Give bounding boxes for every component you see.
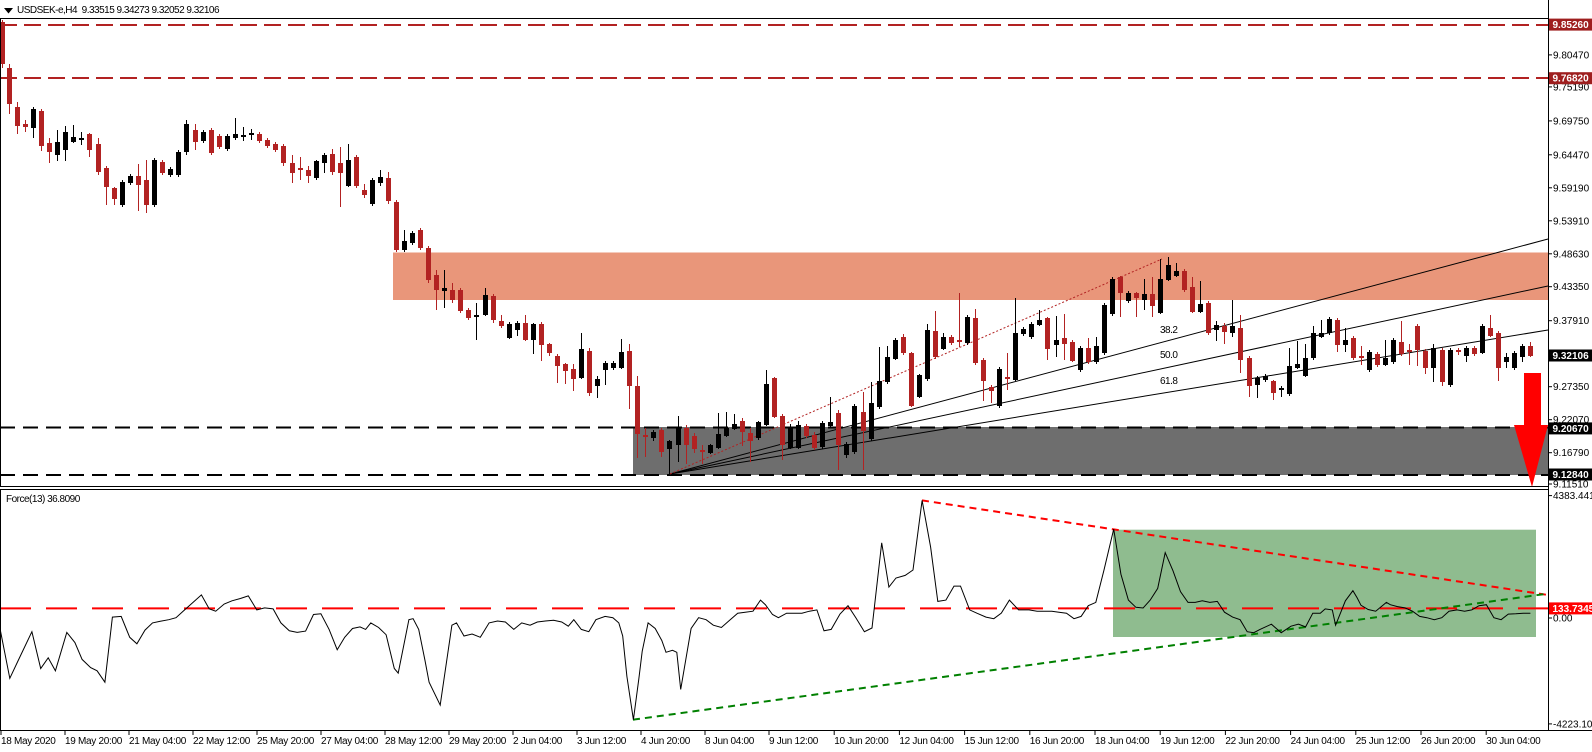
- svg-text:9.85260: 9.85260: [1553, 20, 1590, 31]
- svg-text:15 Jun 12:00: 15 Jun 12:00: [965, 736, 1020, 747]
- svg-text:8 Jun 04:00: 8 Jun 04:00: [705, 736, 755, 747]
- svg-text:9.80470: 9.80470: [1553, 50, 1590, 61]
- svg-text:9.12840: 9.12840: [1553, 470, 1590, 481]
- svg-text:16 Jun 20:00: 16 Jun 20:00: [1030, 736, 1085, 747]
- svg-text:29 May 20:00: 29 May 20:00: [449, 736, 507, 747]
- svg-text:2 Jun 04:00: 2 Jun 04:00: [513, 736, 563, 747]
- svg-text:9.69750: 9.69750: [1553, 116, 1590, 127]
- svg-text:18 May 2020: 18 May 2020: [1, 736, 56, 747]
- svg-text:22 Jun 20:00: 22 Jun 20:00: [1225, 736, 1280, 747]
- svg-text:9.32106: 9.32106: [1553, 351, 1590, 362]
- svg-text:9.43350: 9.43350: [1553, 282, 1590, 293]
- svg-text:19 Jun 12:00: 19 Jun 12:00: [1160, 736, 1215, 747]
- svg-text:0.00: 0.00: [1553, 614, 1573, 625]
- svg-text:9.27350: 9.27350: [1553, 382, 1590, 393]
- svg-text:9 Jun 12:00: 9 Jun 12:00: [769, 736, 819, 747]
- svg-text:38.2: 38.2: [1160, 325, 1178, 336]
- svg-text:3 Jun 12:00: 3 Jun 12:00: [577, 736, 627, 747]
- svg-text:9.64470: 9.64470: [1553, 150, 1590, 161]
- svg-text:22 May 12:00: 22 May 12:00: [193, 736, 251, 747]
- svg-text:25 Jun 12:00: 25 Jun 12:00: [1356, 736, 1411, 747]
- svg-text:30 Jun 04:00: 30 Jun 04:00: [1486, 736, 1541, 747]
- svg-text:9.20670: 9.20670: [1553, 424, 1590, 435]
- svg-text:21 May 04:00: 21 May 04:00: [129, 736, 187, 747]
- svg-text:9.59190: 9.59190: [1553, 183, 1590, 194]
- svg-text:4383.4413: 4383.4413: [1553, 491, 1592, 502]
- svg-text:9.11510: 9.11510: [1553, 480, 1589, 491]
- svg-text:133.7345: 133.7345: [1553, 604, 1592, 615]
- svg-text:9.53910: 9.53910: [1553, 216, 1590, 227]
- svg-text:9.16790: 9.16790: [1553, 448, 1590, 459]
- svg-text:61.8: 61.8: [1160, 376, 1178, 387]
- svg-text:9.75190: 9.75190: [1553, 82, 1590, 93]
- svg-text:9.48630: 9.48630: [1553, 249, 1590, 260]
- svg-text:10 Jun 20:00: 10 Jun 20:00: [834, 736, 889, 747]
- svg-text:9.37910: 9.37910: [1553, 316, 1590, 327]
- svg-text:9.22070: 9.22070: [1553, 415, 1590, 426]
- svg-text:Force(13) 36.8090: Force(13) 36.8090: [6, 494, 81, 505]
- svg-text:-4223.107: -4223.107: [1553, 719, 1592, 730]
- svg-text:24 Jun 04:00: 24 Jun 04:00: [1291, 736, 1346, 747]
- svg-text:25 May 20:00: 25 May 20:00: [257, 736, 315, 747]
- svg-text:19 May 20:00: 19 May 20:00: [65, 736, 123, 747]
- svg-text:27 May 04:00: 27 May 04:00: [321, 736, 379, 747]
- svg-text:4 Jun 20:00: 4 Jun 20:00: [641, 736, 691, 747]
- svg-text:26 Jun 20:00: 26 Jun 20:00: [1421, 736, 1476, 747]
- svg-text:12 Jun 04:00: 12 Jun 04:00: [899, 736, 954, 747]
- svg-text:50.0: 50.0: [1160, 350, 1178, 361]
- svg-text:28 May 12:00: 28 May 12:00: [385, 736, 443, 747]
- svg-text:USDSEK-e,H4 9.33515 9.34273 9: USDSEK-e,H4 9.33515 9.34273 9.32052 9.32…: [17, 5, 220, 16]
- svg-text:18 Jun 04:00: 18 Jun 04:00: [1095, 736, 1150, 747]
- svg-text:9.76820: 9.76820: [1553, 74, 1590, 85]
